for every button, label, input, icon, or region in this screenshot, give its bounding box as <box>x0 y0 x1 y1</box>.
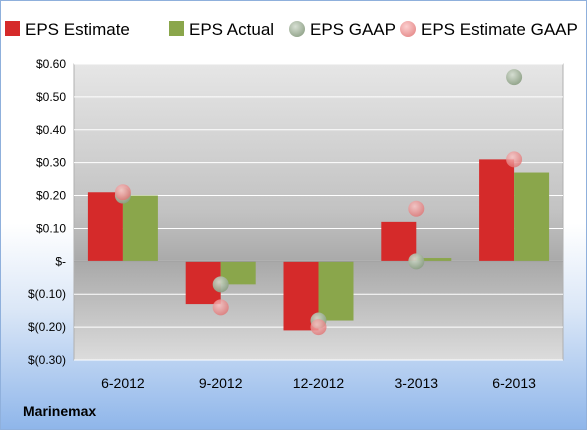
point-eps-estimate-gaap <box>408 200 425 217</box>
bar-eps-actual <box>514 172 550 262</box>
point-eps-estimate-gaap <box>506 151 523 168</box>
bar-eps-estimate <box>87 192 123 262</box>
y-tick-label: $- <box>55 254 66 268</box>
legend-label: EPS Estimate GAAP <box>421 20 578 39</box>
y-tick-label: $0.50 <box>36 90 66 104</box>
company-name: Marinemax <box>23 403 97 419</box>
x-tick-label: 3-2013 <box>395 375 439 391</box>
y-tick-label: $0.10 <box>36 221 66 235</box>
legend-swatch-eps-estimate <box>5 21 20 36</box>
x-tick-label: 12-2012 <box>293 375 345 391</box>
legend-swatch-eps-gaap <box>289 21 305 37</box>
point-eps-gaap <box>212 276 229 293</box>
bar-eps-actual <box>122 195 158 262</box>
legend-swatch-eps-actual <box>169 21 184 36</box>
bar-eps-estimate <box>479 159 515 262</box>
y-tick-label: $(0.30) <box>28 353 66 367</box>
point-eps-estimate-gaap <box>212 299 229 316</box>
point-eps-estimate-gaap <box>310 319 327 336</box>
legend-swatch-eps-estimate-gaap <box>400 21 416 37</box>
bar-eps-estimate <box>381 221 417 262</box>
point-eps-gaap <box>408 253 425 270</box>
x-tick-label: 6-2013 <box>492 375 536 391</box>
y-tick-label: $(0.20) <box>28 320 66 334</box>
legend-label: EPS Actual <box>189 20 274 39</box>
y-tick-label: $(0.10) <box>28 287 66 301</box>
point-eps-gaap <box>506 69 523 86</box>
bar-eps-actual <box>318 261 354 321</box>
x-tick-label: 6-2012 <box>101 375 145 391</box>
x-tick-label: 9-2012 <box>199 375 243 391</box>
y-tick-label: $0.20 <box>36 189 66 203</box>
y-tick-label: $0.40 <box>36 123 66 137</box>
y-tick-label: $0.60 <box>36 57 66 71</box>
y-tick-label: $0.30 <box>36 156 66 170</box>
bar-eps-actual <box>220 261 256 285</box>
legend-label: EPS Estimate <box>25 20 130 39</box>
point-eps-estimate-gaap <box>114 184 131 201</box>
legend-label: EPS GAAP <box>310 20 396 39</box>
bar-eps-actual <box>416 258 452 262</box>
